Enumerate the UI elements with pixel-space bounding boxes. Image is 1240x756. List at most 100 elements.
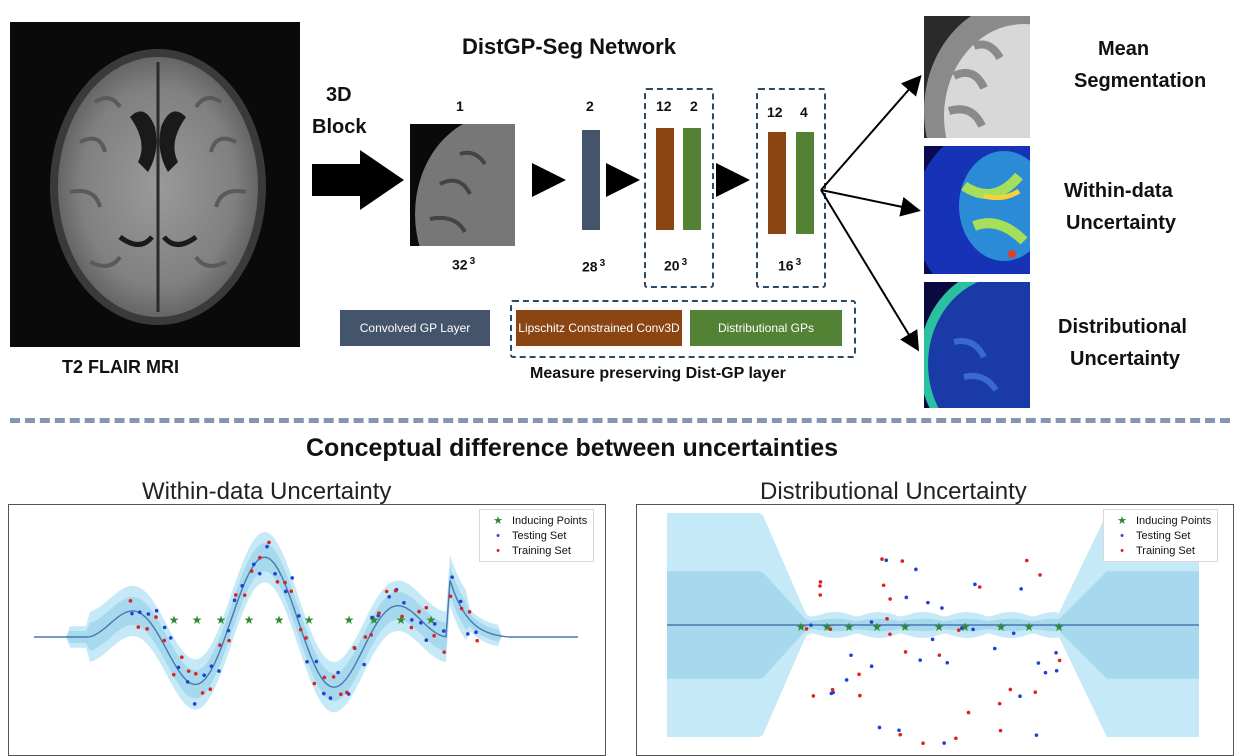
- testing-point: [466, 632, 470, 636]
- training-point: [885, 616, 889, 621]
- testing-point: [370, 615, 374, 620]
- training-point: [171, 672, 176, 677]
- training-point: [998, 728, 1003, 733]
- block-label-line2: Block: [312, 116, 367, 138]
- training-point: [880, 557, 884, 561]
- left-plot: ★ ★ ★ ★ ★ ★ ★ ★ ★ ★ ★ Inducing Points • Testing Set…: [8, 504, 606, 756]
- input-label: T2 FLAIR MRI: [62, 357, 179, 377]
- training-point: [227, 638, 231, 643]
- training-point: [128, 599, 133, 603]
- training-point: [1057, 658, 1062, 663]
- stage4-size: 16: [778, 257, 794, 274]
- stage1-patch-image: [410, 124, 515, 246]
- training-point: [267, 540, 271, 545]
- testing-point: [410, 618, 414, 622]
- testing-point: [926, 600, 930, 605]
- testing-point: [290, 576, 295, 580]
- training-point: [369, 633, 373, 637]
- testing-point: [432, 622, 437, 626]
- testing-point: [1054, 650, 1058, 655]
- stage2-exp: 3: [599, 258, 606, 269]
- training-point: [145, 627, 149, 631]
- inducing-point-star: ★: [934, 620, 945, 634]
- testing-point: [897, 728, 901, 733]
- training-point: [312, 681, 317, 686]
- testing-point: [1011, 631, 1016, 636]
- inducing-point-star: ★: [304, 613, 315, 627]
- testing-point: [202, 673, 206, 678]
- right-plot-title: Distributional Uncertainty: [760, 478, 1027, 505]
- training-point: [811, 694, 816, 698]
- stage1-size: 32: [452, 256, 468, 273]
- training-point: [322, 675, 327, 680]
- stage1-top-label: 1: [456, 98, 464, 114]
- output-arrows: [820, 74, 922, 352]
- training-point: [352, 645, 357, 650]
- inducing-point-star: ★: [1054, 620, 1065, 634]
- left-plot-title: Within-data Uncertainty: [142, 478, 392, 505]
- testing-point: [1019, 587, 1023, 591]
- legend-dist-gp-group: [510, 300, 856, 358]
- stage4-exp: 3: [795, 257, 802, 268]
- training-point: [818, 584, 822, 588]
- training-point: [898, 732, 903, 737]
- testing-point: [273, 571, 277, 576]
- stage3-top-label-a: 12: [656, 98, 672, 114]
- training-point: [956, 628, 961, 632]
- inducing-point-star: ★: [872, 620, 883, 634]
- stage3-group: [644, 88, 714, 288]
- block-label-line1: 3D: [326, 84, 352, 106]
- training-point: [298, 627, 303, 632]
- testing-point: [1036, 661, 1041, 665]
- training-point: [966, 710, 971, 715]
- testing-point: [402, 600, 406, 605]
- training-point: [186, 669, 191, 673]
- testing-point: [336, 670, 340, 675]
- inducing-point-star: ★: [426, 613, 437, 627]
- testing-point: [914, 567, 918, 572]
- training-point: [804, 627, 809, 631]
- inducing-point-star: ★: [244, 613, 255, 627]
- training-point: [1008, 687, 1013, 692]
- training-point: [180, 655, 184, 660]
- testing-point: [362, 662, 366, 667]
- output3-line2: Uncertainty: [1070, 348, 1181, 370]
- legend-lipschitz: Lipschitz Constrained Conv3D: [516, 310, 682, 346]
- inducing-point-star: ★: [344, 613, 355, 627]
- gp-mean-line: [34, 556, 578, 688]
- testing-point: [809, 623, 813, 627]
- stage3-top-label-b: 2: [690, 98, 698, 114]
- training-point: [937, 653, 942, 657]
- output1-line2: Segmentation: [1074, 70, 1207, 92]
- legend-dist-gps: Distributional GPs: [690, 310, 842, 346]
- legend-label-testing: Testing Set: [1136, 529, 1191, 542]
- legend-item-testing: • Testing Set: [496, 529, 567, 542]
- testing-point: [1018, 694, 1022, 699]
- stage3-exp: 3: [681, 257, 688, 268]
- training-point: [900, 559, 905, 563]
- input-mri-image: [10, 22, 300, 347]
- training-point: [442, 650, 446, 654]
- legend-label-inducing: Inducing Points: [1136, 514, 1212, 527]
- inducing-point-star: ★: [960, 620, 971, 634]
- big-arrow-icon: [312, 150, 404, 210]
- training-point: [459, 606, 464, 611]
- output1-line1: Mean: [1098, 38, 1150, 60]
- stage1-exp: 3: [469, 256, 476, 267]
- training-point: [242, 593, 247, 597]
- training-point: [193, 671, 198, 676]
- testing-point: [450, 575, 454, 579]
- testing-point: [474, 630, 478, 635]
- output2-line1: Within-data: [1064, 180, 1173, 202]
- training-point: [393, 588, 398, 593]
- training-point: [289, 589, 294, 594]
- inducing-point-star: ★: [900, 620, 911, 634]
- testing-point: [971, 627, 975, 632]
- training-point: [249, 569, 254, 573]
- training-point: [857, 672, 861, 677]
- testing-point: [945, 660, 950, 665]
- legend-label-inducing: Inducing Points: [512, 514, 588, 527]
- testing-point: [387, 595, 391, 599]
- testing-point: [441, 629, 446, 633]
- training-point: [954, 736, 958, 741]
